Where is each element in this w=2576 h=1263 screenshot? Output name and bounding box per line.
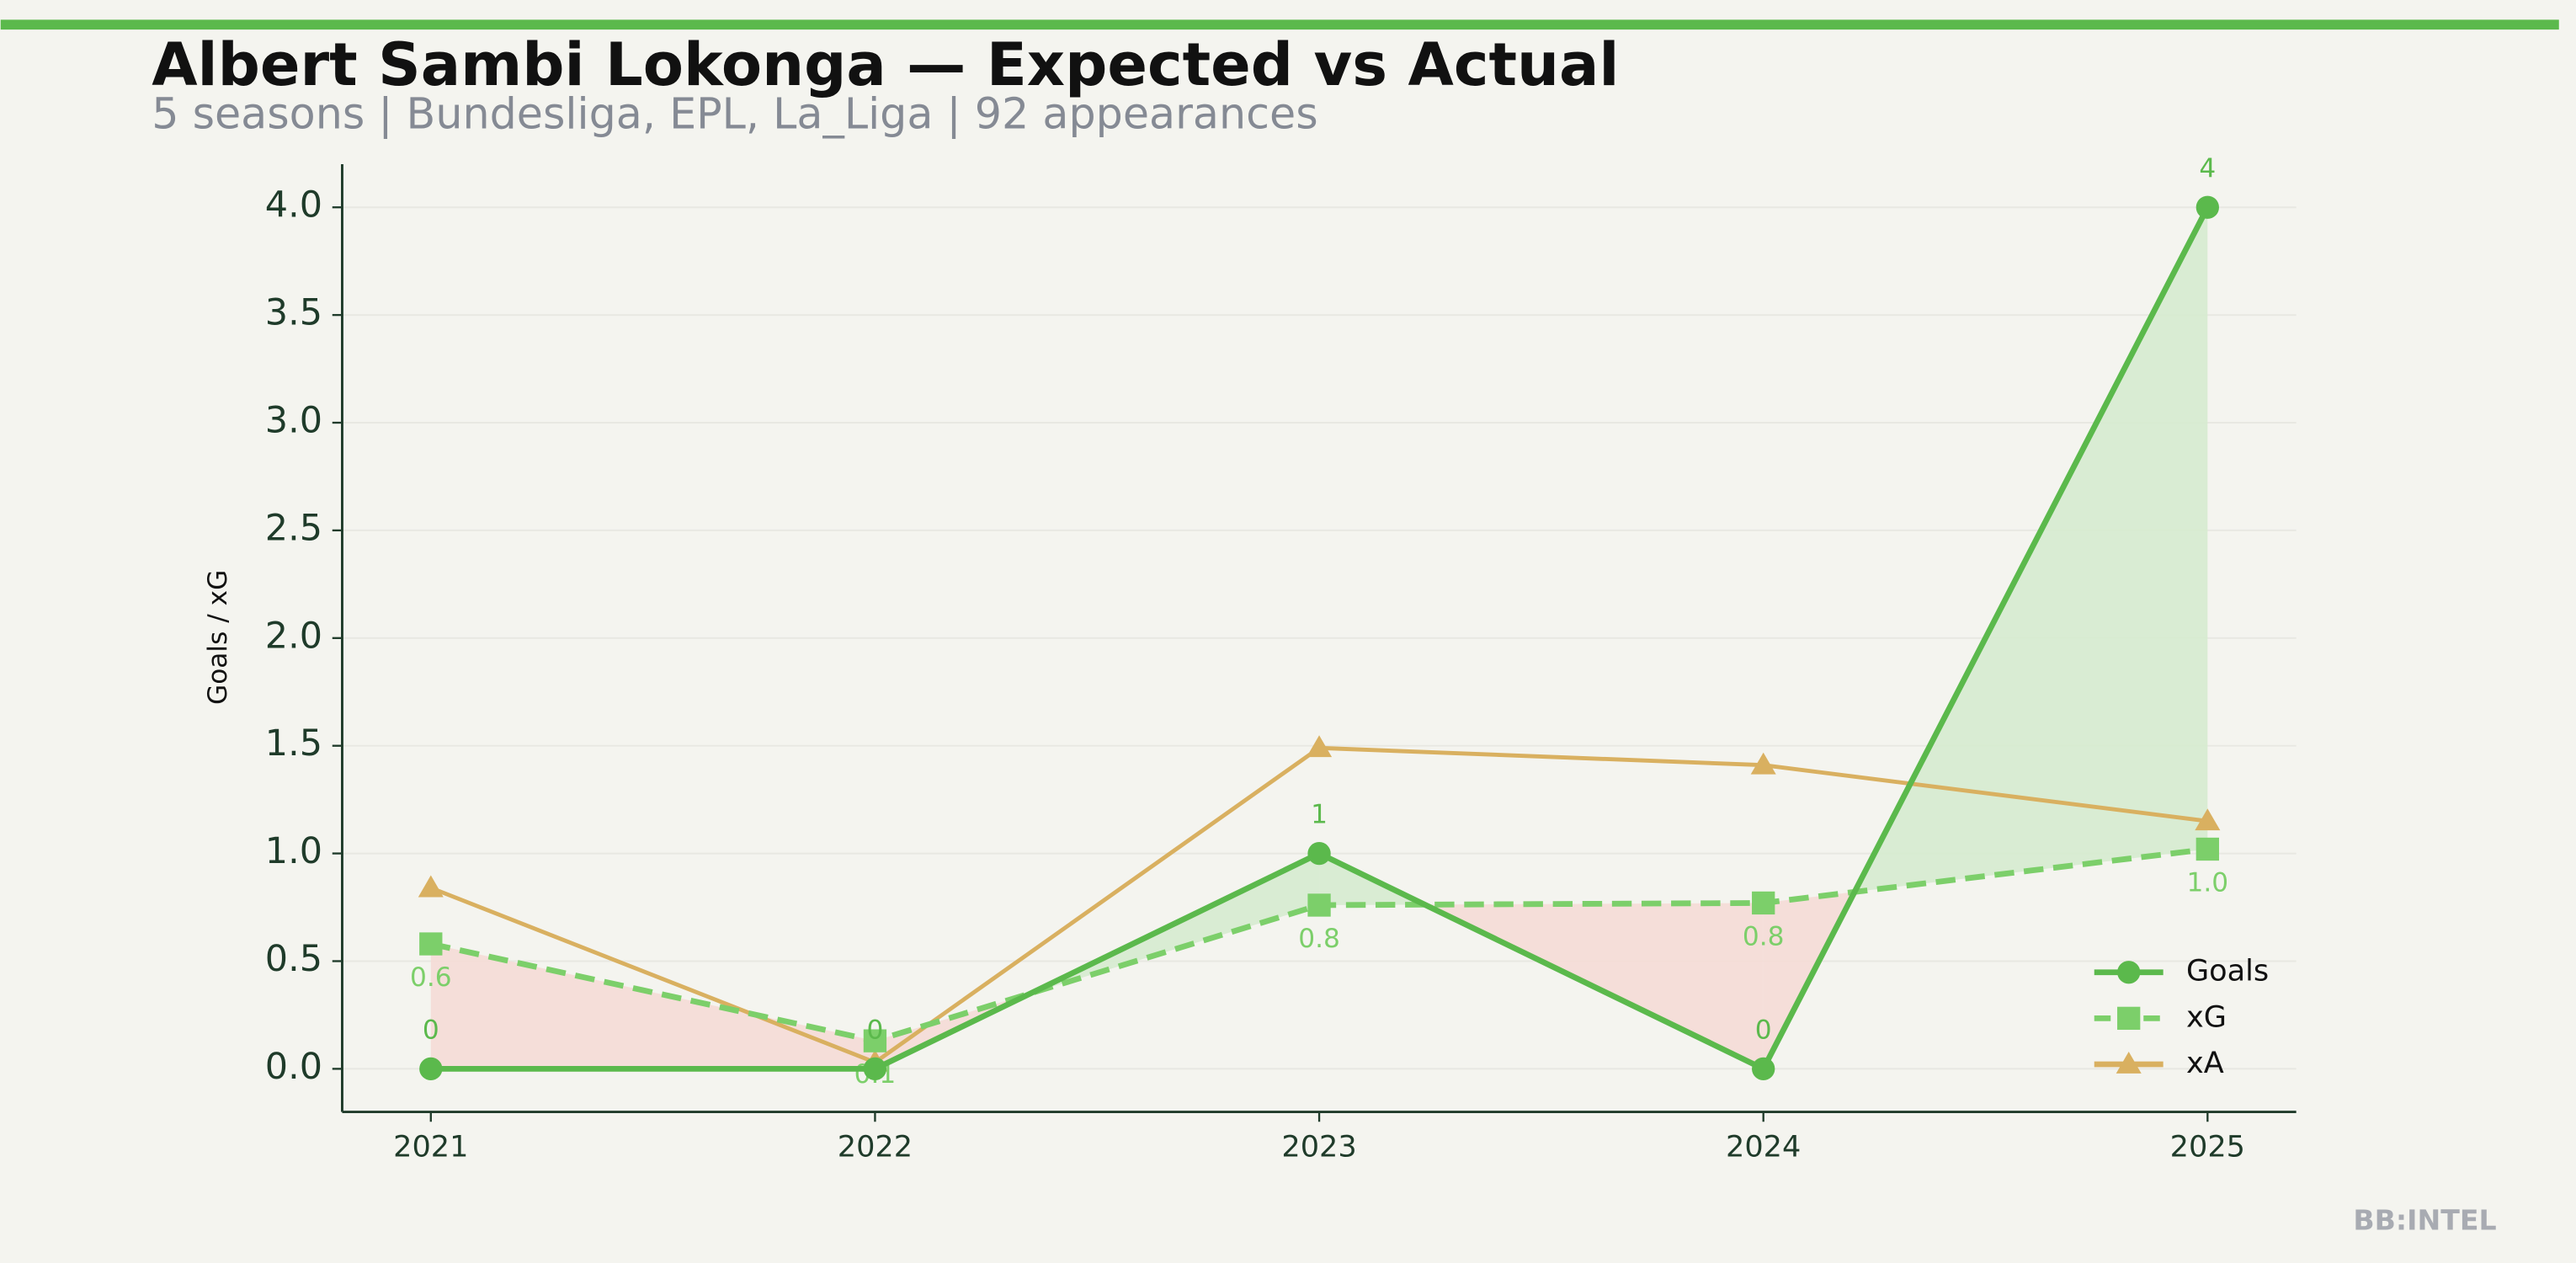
- data-label: 0.8: [1743, 921, 1785, 951]
- legend-label: Goals: [2186, 954, 2269, 989]
- legend-label: xG: [2186, 999, 2227, 1034]
- y-tick-label: 4.0: [265, 184, 322, 226]
- point: [418, 875, 444, 898]
- point: [2195, 195, 2219, 219]
- y-tick-label: 3.0: [265, 400, 322, 442]
- x-tick-label: 2023: [1281, 1129, 1356, 1164]
- data-label: 0.6: [410, 962, 452, 993]
- data-label: 0.8: [1298, 924, 1340, 954]
- y-tick-label: 0.0: [265, 1046, 322, 1088]
- top-bar: [0, 19, 2559, 30]
- data-label: 0: [423, 1015, 439, 1046]
- point: [1752, 891, 1775, 915]
- legend-label: xA: [2186, 1046, 2224, 1080]
- chart-subtitle: 5 seasons | Bundesliga, EPL, La_Liga | 9…: [152, 88, 1317, 139]
- x-tick-label: 2025: [2170, 1129, 2245, 1164]
- point: [2195, 808, 2221, 831]
- x-tick-label: 2024: [1726, 1129, 1801, 1164]
- chart-title: Albert Sambi Lokonga — Expected vs Actua…: [152, 30, 1619, 99]
- y-tick-label: 1.0: [265, 830, 322, 872]
- y-tick-label: 3.5: [265, 292, 322, 334]
- y-tick-label: 1.5: [265, 722, 322, 765]
- y-tick-label: 2.0: [265, 615, 322, 657]
- point: [1307, 841, 1331, 866]
- point: [1307, 893, 1331, 917]
- point: [2195, 837, 2219, 861]
- legend-marker: [2116, 1051, 2142, 1074]
- point: [1307, 735, 1333, 758]
- data-label: 0: [1755, 1015, 1772, 1046]
- legend-marker: [2117, 961, 2141, 984]
- point: [1752, 1057, 1775, 1081]
- point: [419, 932, 443, 956]
- data-label: 4: [2199, 153, 2216, 184]
- fill-area: [430, 944, 876, 1069]
- legend-marker: [2117, 1006, 2141, 1031]
- x-tick-label: 2021: [393, 1129, 468, 1164]
- watermark: BB:INTEL: [2353, 1204, 2496, 1237]
- y-axis-label: Goals / xG: [203, 570, 233, 705]
- data-label: 0: [867, 1015, 884, 1046]
- point: [863, 1057, 887, 1081]
- y-tick-label: 2.5: [265, 507, 322, 549]
- point: [1750, 752, 1776, 775]
- data-label: 1: [1311, 800, 1328, 830]
- x-tick-label: 2022: [838, 1129, 913, 1164]
- data-label: 1.0: [2187, 867, 2229, 898]
- point: [419, 1057, 443, 1081]
- y-tick-label: 0.5: [265, 938, 322, 980]
- point: [863, 1029, 887, 1052]
